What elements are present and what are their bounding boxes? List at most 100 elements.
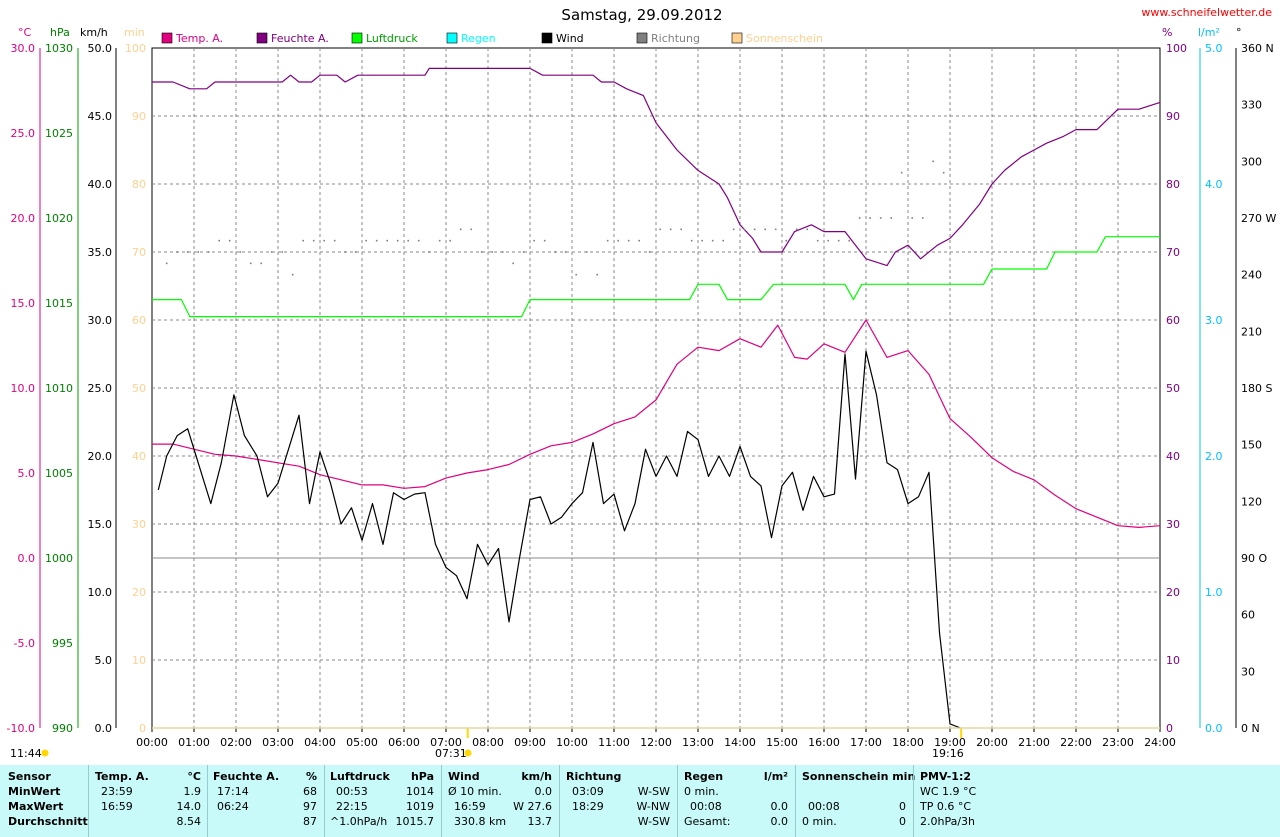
stats-direction-max-time: 18:29 [572,800,604,813]
direction-tick-label: 0 N [1241,722,1260,735]
sun-tick-label: 80 [132,178,146,191]
stats-humidity-max: 97 [303,800,317,813]
legend-swatch [541,32,553,44]
pressure-tick-label: 1010 [45,382,73,395]
direction-point [816,239,819,242]
direction-point [218,239,220,242]
stats-separator [324,765,325,837]
direction-tick-label: 120 [1241,495,1262,508]
stats-temp-max-time: 16:59 [101,800,133,813]
stats-wind-min-time: Ø 10 min. [448,785,502,798]
stats-sun-min-time [802,784,906,799]
rain-tick-label: 1.0 [1205,586,1223,599]
unit-sun: min [124,26,145,39]
direction-tick-label: 150 [1241,439,1262,452]
direction-point [186,251,189,253]
direction-point [375,239,378,242]
chart-grid [151,47,1161,729]
time-tick-label: 16:00 [808,736,840,749]
stats-pmv: PMV-1:2 WC 1.9 °C TP 0.6 °C 2.0hPa/3h [920,769,1024,829]
direction-point [207,251,210,253]
stats-temp-avg: 8.54 [176,815,202,828]
sun-tick-label: 0 [139,722,146,735]
series-line [152,67,1161,267]
sun-tick-label: 90 [132,110,146,123]
stats-wind-min: 0.0 [534,785,553,798]
time-tick-label: 18:00 [892,736,924,749]
humidity-tick-label: 70 [1166,246,1180,259]
direction-point [260,262,262,265]
sun-tick-label: 10 [132,654,146,667]
direction-point [459,228,462,231]
wind-tick-label: 35.0 [88,246,113,259]
direction-point [512,262,514,265]
stats-pmv-header: PMV-1:2 [920,770,971,783]
direction-point [701,239,703,242]
stats-pressure-max-time: 22:15 [336,800,368,813]
time-tick-label: 08:00 [472,736,504,749]
direction-point [942,171,945,174]
stats-rain-max-time: 00:08 [690,800,722,813]
legend-label: Regen [461,32,496,45]
pressure-tick-label: 1005 [45,467,73,480]
time-tick-label: 01:00 [178,736,210,749]
time-tick-label: 13:00 [682,736,714,749]
direction-point [575,273,577,276]
time-tick-label: 17:00 [850,736,882,749]
series-layer [152,67,1161,729]
stats-pressure: Luftdruck 00:53 22:15 ^1.0hPa/h hPa 1014… [330,769,434,829]
pressure-tick-label: 995 [52,637,73,650]
pressure-tick-label: 1030 [45,42,73,55]
unit-direction: ° [1236,26,1242,39]
stats-direction-header: Richtung [566,770,622,783]
stats-pressure-avg: 1015.7 [395,815,435,828]
legend-label: Sonnenschein [746,32,823,45]
pressure-tick-label: 1000 [45,552,73,565]
wind-tick-label: 40.0 [88,178,113,191]
stats-direction-max: W-NW [636,800,670,813]
direction-point [806,228,808,231]
stats-wind-distance: 330.8 km [454,815,507,828]
direction-point [354,251,357,253]
stats-temp-min-time: 23:59 [101,785,133,798]
unit-humidity: % [1162,26,1172,39]
sunrise-label: 07:31 [435,747,467,760]
direction-point [753,228,756,231]
temp-tick-label: 15.0 [11,297,36,310]
series-wind [157,350,961,729]
direction-point [533,239,535,242]
stats-pressure-min-time: 00:53 [336,785,368,798]
time-tick-label: 02:00 [220,736,252,749]
stats-temp-unit: °C [187,770,201,783]
humidity-tick-label: 80 [1166,178,1180,191]
direction-point [690,239,693,242]
stats-pressure-trend: ^1.0hPa/h [330,815,388,828]
legend-swatch [446,32,458,44]
stats-humidity-header: Feuchte A. [213,770,280,783]
legend-label: Richtung [651,32,700,45]
temp-tick-label: -5.0 [14,637,35,650]
site-link[interactable]: www.schneifelwetter.de [1141,6,1272,19]
direction-point [480,251,483,253]
direction-point [638,239,640,242]
rain-tick-label: 5.0 [1205,42,1223,55]
sunset-label: 19:16 [932,747,964,760]
time-tick-label: 00:00 [136,736,168,749]
wind-tick-label: 0.0 [95,722,113,735]
temp-tick-label: 0.0 [18,552,36,565]
direction-point [396,239,399,242]
direction-point [564,251,567,253]
sun-icon [41,749,49,757]
sun-tick-label: 100 [125,42,146,55]
direction-point [228,239,231,242]
stats-humidity-avg-time [213,814,317,829]
pressure-tick-label: 990 [52,722,73,735]
stats-separator [913,765,914,837]
series-feuchte-a- [152,67,1161,267]
direction-point [428,251,430,253]
direction-point [333,239,336,242]
rain-tick-label: 4.0 [1205,178,1223,191]
direction-point [270,251,273,253]
temp-tick-label: 20.0 [11,212,36,225]
wind-tick-label: 10.0 [88,586,113,599]
